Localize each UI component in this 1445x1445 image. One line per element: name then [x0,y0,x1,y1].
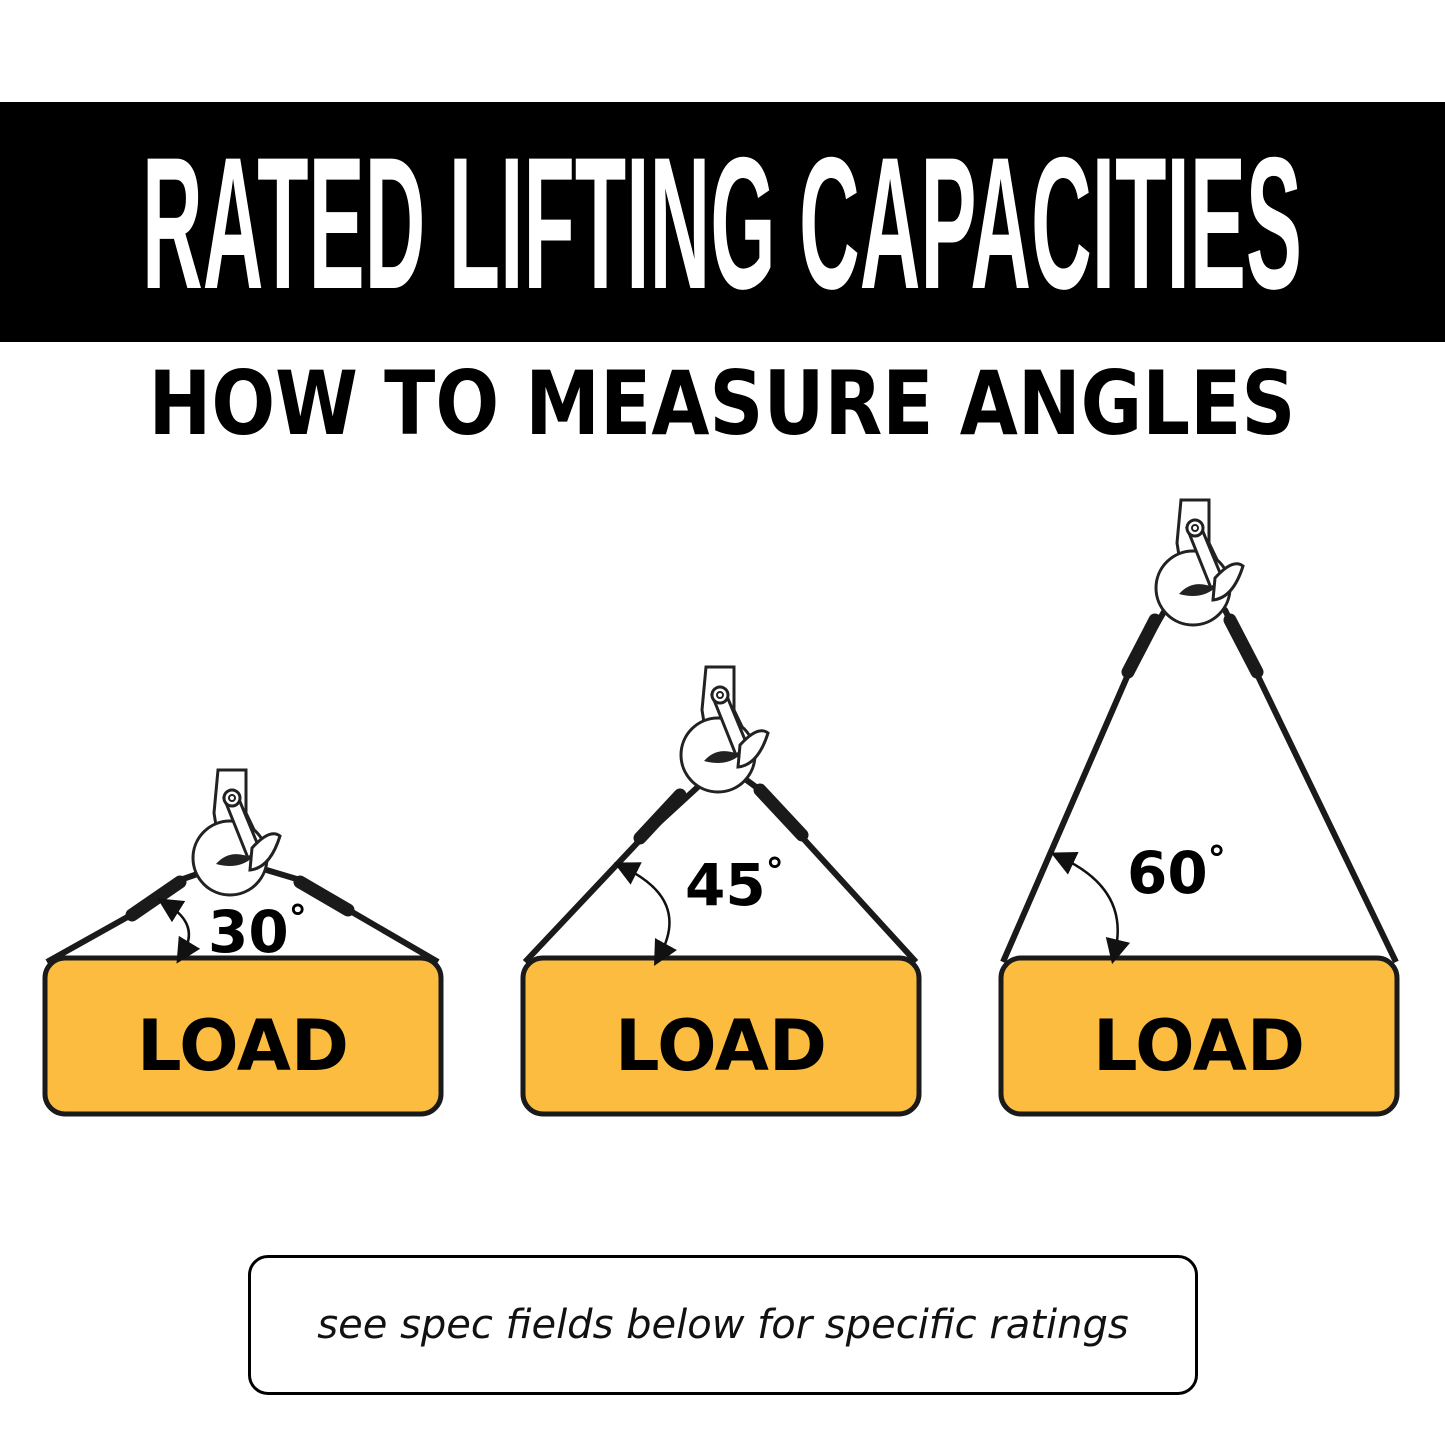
load-label: LOAD [1093,1005,1305,1087]
page-subtitle: HOW TO MEASURE ANGLES [149,352,1296,455]
spec-note-box: see spec fields below for specific ratin… [248,1255,1198,1395]
diagram-30-degrees: LOAD 30° [42,768,444,1117]
load-box [998,955,1400,1117]
spec-note-text: see spec fields below for specific ratin… [317,1302,1129,1348]
angle-arrow-icon [157,898,201,964]
crane-hook-icon [191,768,282,897]
load-label: LOAD [137,1005,349,1087]
header-banner [0,102,1445,342]
load-box [520,955,922,1117]
crane-hook-icon [1154,498,1245,627]
angle-value: 60° [1127,839,1226,907]
load-label: LOAD [615,1005,827,1087]
sling-right [1196,589,1399,964]
page-title: RATED LIFTING CAPACITIES [142,118,1302,328]
angle-arrow-icon [613,862,677,966]
angle-arrow-icon [1050,852,1131,965]
angle-value: 30° [208,898,307,966]
diagram-60-degrees: LOAD 60° [998,498,1400,1117]
load-box [42,955,444,1117]
crane-hook-icon [679,665,770,794]
diagram-45-degrees: LOAD 45° [520,665,922,1117]
angle-value: 45° [685,851,784,919]
